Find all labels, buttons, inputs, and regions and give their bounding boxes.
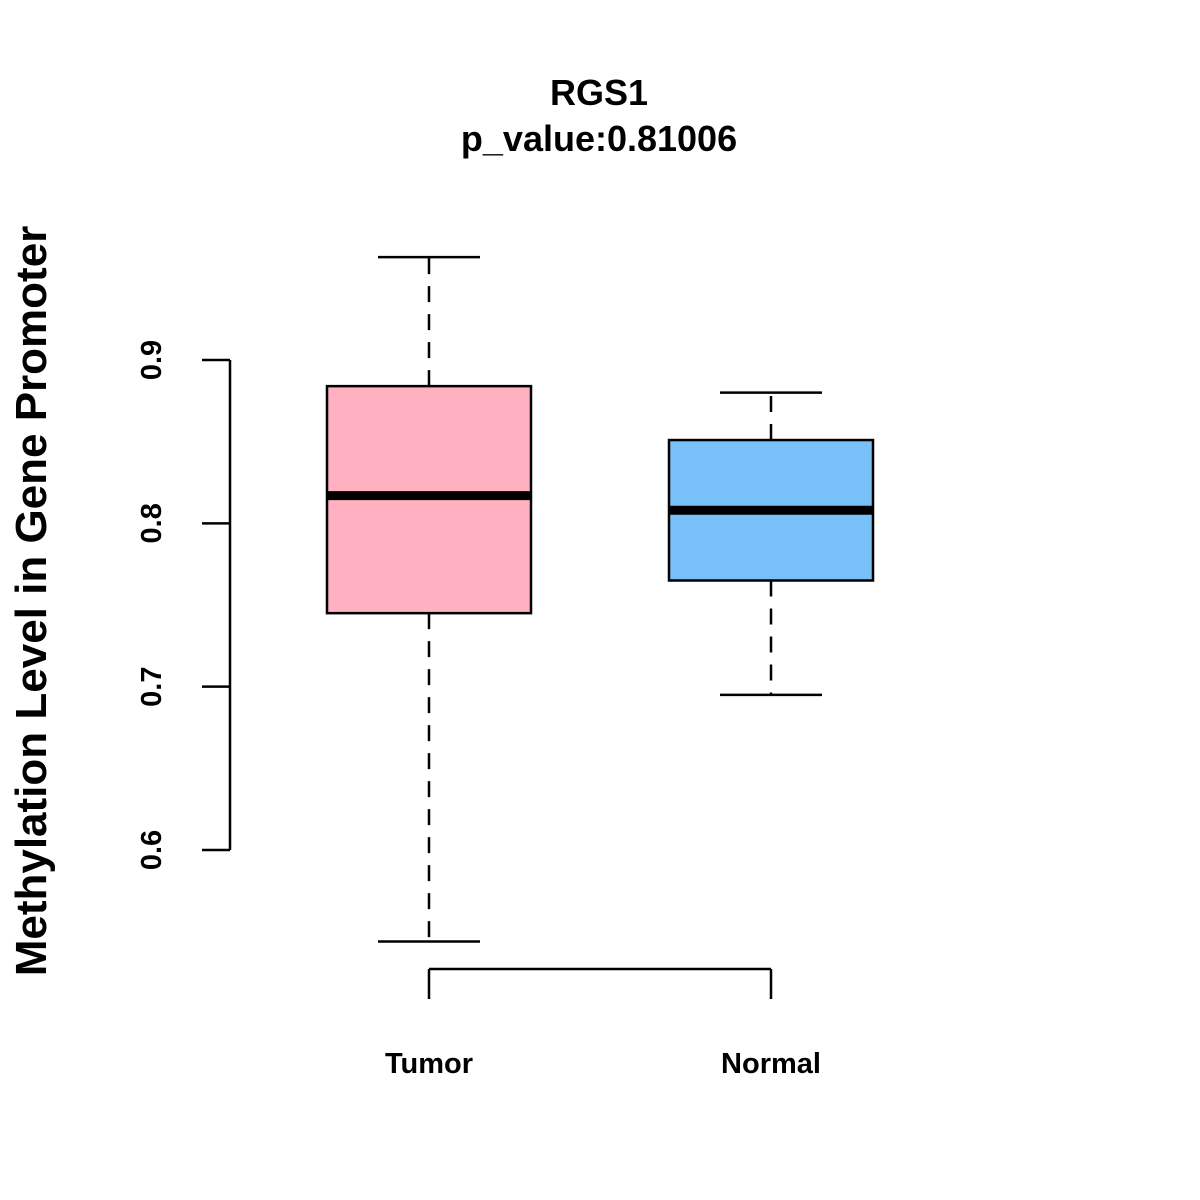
box-normal (667, 391, 875, 697)
box-tumor (325, 255, 533, 943)
box-group (325, 255, 875, 943)
chart-subtitle: p_value:0.81006 (461, 118, 737, 159)
y-axis: 0.6 0.7 0.8 0.9 (136, 340, 232, 870)
x-tick-label: Tumor (385, 1048, 473, 1080)
y-tick-label: 0.6 (136, 830, 168, 870)
y-tick-label: 0.9 (136, 340, 168, 380)
chart-title: RGS1 (550, 72, 648, 113)
y-tick-label: 0.7 (136, 667, 168, 707)
x-axis: Tumor Normal (385, 967, 821, 1080)
y-tick-label: 0.8 (136, 503, 168, 543)
x-tick-label: Normal (721, 1048, 821, 1080)
y-axis-label: Methylation Level in Gene Promoter (7, 226, 56, 977)
